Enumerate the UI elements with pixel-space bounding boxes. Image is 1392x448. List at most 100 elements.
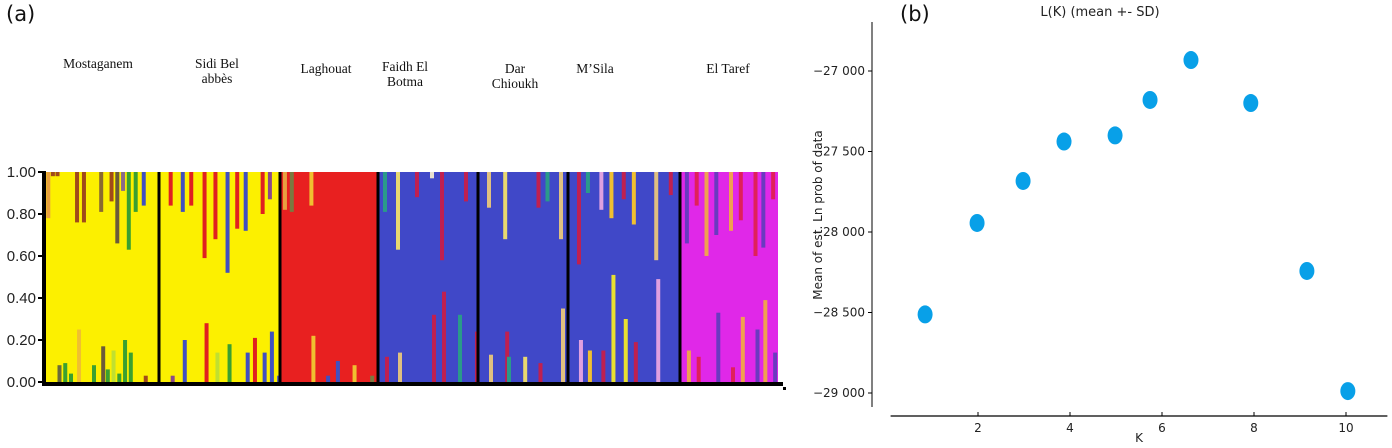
chart-title: L(K) (mean +- SD) — [1040, 5, 1159, 20]
individual-bar-segment — [729, 172, 733, 231]
individual-bar-segment — [545, 172, 550, 202]
individual-bar-segment — [686, 350, 691, 382]
y-tick-label: 0.40 — [7, 290, 36, 307]
individual-bar-segment — [243, 172, 248, 231]
individual-bar-segment — [656, 279, 661, 382]
individual-bar-segment — [57, 365, 62, 382]
individual-bar-segment — [77, 329, 82, 382]
individual-bar-segment — [225, 172, 230, 273]
individual-bar-segment — [714, 172, 719, 235]
individual-bar-segment — [352, 365, 357, 382]
individual-bar-segment — [335, 361, 340, 382]
individual-bar-segment — [753, 172, 758, 256]
individual-bar-segment — [440, 172, 444, 261]
admixture-bar-chart: 0.00 0.20 0.40 0.60 0.80 1.00 — [7, 164, 786, 391]
individual-bar-segment — [587, 350, 592, 382]
data-point — [1299, 261, 1315, 280]
individual-bar-segment — [536, 172, 541, 208]
x-tick-label: 10 — [1338, 421, 1353, 435]
individual-bar-segment — [69, 373, 73, 382]
individual-bar-segment — [46, 172, 51, 219]
individual-bar-segment — [432, 314, 436, 382]
data-point — [1340, 382, 1356, 401]
individual-bar-segment — [578, 340, 583, 382]
individual-bar-segment — [507, 356, 511, 382]
x-axis-label: K — [1135, 431, 1144, 445]
y-tick-label: −29 000 — [813, 386, 865, 400]
data-point — [1142, 90, 1158, 109]
individual-bar-segment — [763, 300, 768, 382]
individual-bar-segment — [761, 172, 766, 248]
individual-bar-segment — [654, 172, 659, 261]
individual-bar-segment — [585, 172, 590, 193]
individual-bar-segment — [383, 172, 387, 212]
individual-bar-segment — [81, 172, 86, 223]
individual-bar-segment — [326, 375, 331, 382]
individual-bar-segment — [252, 337, 257, 382]
x-tick-label: 6 — [1158, 421, 1166, 435]
individual-bar-segment — [245, 352, 250, 382]
individual-bar-segment — [170, 375, 175, 382]
individual-bar-segment — [202, 172, 207, 259]
data-point — [1056, 132, 1072, 151]
individual-bar-segment — [599, 172, 604, 210]
individual-bar-segment — [503, 172, 508, 240]
individual-bar-segment — [561, 308, 565, 382]
population-label: Faidh El Botma — [381, 59, 429, 89]
individual-bar-segment — [623, 319, 628, 382]
individual-bar-segment — [213, 172, 218, 240]
y-tick-label: −28 000 — [813, 225, 865, 239]
individual-bar-segment — [633, 342, 638, 382]
individual-bar-segment — [182, 340, 187, 382]
individual-bar-segment — [168, 172, 173, 206]
data-point — [969, 213, 985, 232]
individual-bar-segment — [123, 340, 128, 382]
individual-bar-segment — [487, 172, 491, 208]
data-point — [1243, 94, 1259, 113]
population-label: Sidi Bel abbès — [195, 56, 239, 86]
panel-a-label: (a) — [6, 2, 36, 26]
individual-bar-segment — [458, 314, 462, 382]
y-tick-label: −27 000 — [813, 64, 865, 78]
individual-bar-segment — [309, 172, 314, 206]
y-tick-label: −28 500 — [813, 306, 865, 320]
individual-bar-segment — [538, 363, 543, 382]
individual-bar-segment — [128, 352, 133, 382]
individual-bar-segment — [260, 172, 265, 214]
individual-bar-segment — [716, 312, 721, 382]
individual-bar-segment — [126, 172, 131, 250]
individual-bar-segment — [111, 350, 116, 382]
individual-bar-segment — [235, 172, 240, 229]
population-group — [159, 172, 282, 382]
individual-bar-segment — [133, 172, 138, 212]
individual-bar-segment — [189, 172, 194, 206]
individual-bar-segment — [398, 352, 402, 382]
individual-bar-segment — [143, 375, 148, 382]
individual-bar-segment — [99, 172, 104, 212]
individual-bar-segment — [204, 323, 209, 382]
panel-b-label: (b) — [900, 2, 930, 26]
y-axis-label: Mean of est. Ln prob of data — [811, 130, 825, 299]
population-label: M’Sila — [576, 61, 614, 76]
x-tick-label: 8 — [1250, 421, 1258, 435]
individual-bar-segment — [92, 365, 96, 382]
x-tick-label: 4 — [1066, 421, 1074, 435]
individual-bar-segment — [385, 356, 389, 382]
individual-bar-segment — [282, 172, 287, 210]
individual-bar-segment — [523, 356, 528, 382]
population-group — [680, 172, 778, 382]
individual-bar-segment — [489, 354, 493, 382]
y-tick-label: 0.60 — [7, 248, 36, 265]
y-tick-label: 0.00 — [7, 374, 36, 391]
population-label: El Taref — [706, 61, 750, 76]
data-point — [1107, 126, 1123, 145]
individual-bar-segment — [180, 172, 185, 212]
y-tick-label: 0.20 — [7, 332, 36, 349]
population-group — [568, 172, 680, 382]
data-point — [1183, 51, 1199, 70]
individual-bar-segment — [311, 335, 316, 382]
individual-bar-segment — [609, 172, 614, 219]
data-point — [917, 305, 933, 324]
individual-bar-segment — [694, 172, 699, 206]
individual-bar-segment — [141, 172, 146, 206]
